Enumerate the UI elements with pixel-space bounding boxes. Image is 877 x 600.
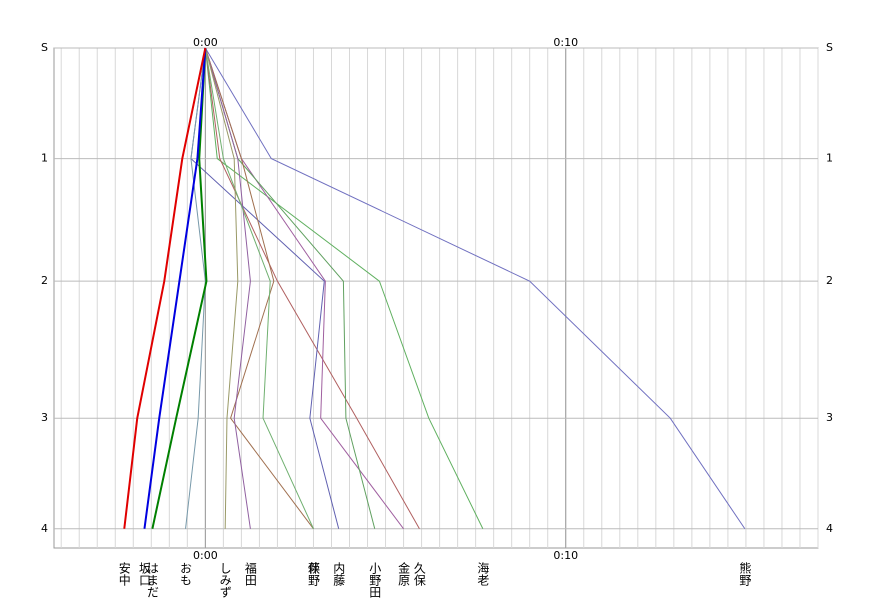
legend-label: おも [179, 562, 193, 586]
series-line [204, 47, 420, 530]
x-tick-label: 0:00 [193, 549, 218, 562]
series-line [204, 47, 314, 530]
y-tick-label: S [826, 41, 833, 54]
legend-label: 小野田 [368, 562, 382, 598]
legend-label: しみず [218, 562, 232, 598]
x-tick-label: 0:10 [553, 36, 578, 49]
series-line [204, 47, 746, 530]
x-tick-label: 0:10 [553, 549, 578, 562]
legend-label: 福田 [243, 561, 257, 586]
y-tick-label: 2 [41, 274, 48, 287]
legend-label: 海老 [476, 561, 490, 586]
y-tick-label: 4 [41, 522, 48, 535]
y-tick-label: 3 [826, 411, 833, 424]
series-line [143, 47, 207, 529]
legend-label: 坂口 [137, 562, 151, 586]
series-line [151, 47, 208, 529]
legend-label: はまだ [145, 562, 159, 598]
legend-label: 金原 [397, 561, 411, 586]
y-tick-label: 1 [41, 152, 48, 165]
legend-label: 熊野 [738, 561, 752, 586]
y-tick-label: 4 [826, 522, 833, 535]
y-tick-label: 1 [826, 152, 833, 165]
series-line [204, 47, 239, 529]
legend-label: 安中 [117, 561, 131, 586]
series-line [204, 47, 484, 529]
legend-label: 久保 [412, 562, 426, 586]
x-tick-label: 0:00 [193, 36, 218, 49]
y-tick-label: 3 [41, 411, 48, 424]
series-line [204, 47, 251, 529]
plot-frame [53, 47, 819, 549]
legend-label: 萩野 [306, 562, 320, 586]
y-tick-label: 2 [826, 274, 833, 287]
series-line [204, 47, 314, 529]
series-line [123, 47, 207, 529]
legend-label: 内藤 [332, 562, 346, 586]
legend-label: 伴 [306, 562, 320, 574]
series-line [185, 47, 206, 529]
y-tick-label: S [41, 41, 48, 54]
